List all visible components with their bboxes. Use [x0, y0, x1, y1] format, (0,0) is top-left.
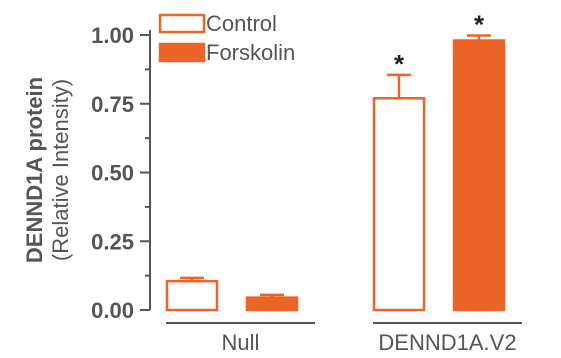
legend-swatch-forskolin [158, 42, 206, 63]
significance-marker: * [394, 49, 405, 79]
bar-forskolin [452, 39, 506, 312]
x-category-label: DENND1A.V2 [378, 330, 516, 355]
bar-control [372, 97, 426, 312]
legend: Control Forskolin [158, 11, 295, 65]
y-tick-label: 0.50 [91, 161, 134, 186]
bar-control [165, 279, 219, 312]
bar-forskolin [245, 296, 299, 312]
x-category-label: Null [222, 330, 260, 355]
y-tick-label: 0.00 [91, 298, 134, 323]
legend-label: Control [206, 11, 277, 36]
y-tick-label: 0.25 [91, 229, 134, 254]
y-axis: 0.00 0.25 0.50 0.75 1.00 [91, 23, 151, 323]
legend-swatch-control [158, 13, 206, 34]
y-tick-label: 1.00 [91, 23, 134, 48]
significance-marker: * [474, 10, 485, 40]
x-axis: Null DENND1A.V2 [166, 322, 522, 355]
y-axis-sublabel: (Relative Intensity) [48, 79, 73, 261]
bars: ** [165, 10, 506, 312]
y-tick-label: 0.75 [91, 92, 134, 117]
y-axis-title: DENND1A protein (Relative Intensity) [22, 77, 73, 263]
y-axis-label: DENND1A protein [22, 77, 47, 263]
legend-label: Forskolin [206, 40, 295, 65]
